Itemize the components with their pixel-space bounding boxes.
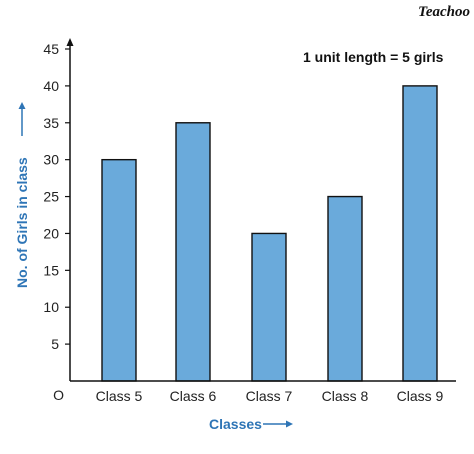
x-labels-group: Class 5 Class 6 Class 7 Class 8 Class 9 bbox=[96, 388, 444, 404]
y-axis-title: No. of Girls in class bbox=[14, 157, 30, 288]
watermark-logo: Teachoo bbox=[418, 4, 470, 20]
x-tick-label: Class 8 bbox=[322, 388, 369, 404]
bar-class-5 bbox=[102, 160, 136, 381]
y-ticks-group: 5 10 15 20 25 30 35 40 45 bbox=[43, 41, 70, 352]
scale-note: 1 unit length = 5 girls bbox=[303, 49, 444, 65]
y-tick-label: 20 bbox=[43, 225, 59, 241]
y-axis-title-group: No. of Girls in class bbox=[14, 102, 30, 288]
x-axis-title-arrowhead-icon bbox=[286, 421, 293, 428]
y-tick-label: 5 bbox=[51, 336, 59, 352]
bar-class-8 bbox=[328, 197, 362, 381]
bar-class-7 bbox=[252, 233, 286, 381]
y-tick-label: 25 bbox=[43, 189, 59, 205]
y-tick-label: 30 bbox=[43, 152, 59, 168]
bar-class-6 bbox=[176, 123, 210, 381]
x-tick-label: Class 5 bbox=[96, 388, 143, 404]
y-tick-label: 40 bbox=[43, 78, 59, 94]
y-tick-label: 10 bbox=[43, 299, 59, 315]
y-axis-title-arrowhead-icon bbox=[19, 102, 26, 109]
bars-group bbox=[102, 86, 437, 381]
origin-label: O bbox=[53, 387, 64, 403]
y-tick-label: 35 bbox=[43, 115, 59, 131]
x-tick-label: Class 9 bbox=[397, 388, 444, 404]
x-tick-label: Class 6 bbox=[170, 388, 217, 404]
y-tick-label: 45 bbox=[43, 41, 59, 57]
y-axis-arrowhead bbox=[67, 38, 74, 46]
x-tick-label: Class 7 bbox=[246, 388, 293, 404]
y-tick-label: 15 bbox=[43, 262, 59, 278]
x-axis-title: Classes bbox=[209, 416, 262, 432]
bar-class-9 bbox=[403, 86, 437, 381]
